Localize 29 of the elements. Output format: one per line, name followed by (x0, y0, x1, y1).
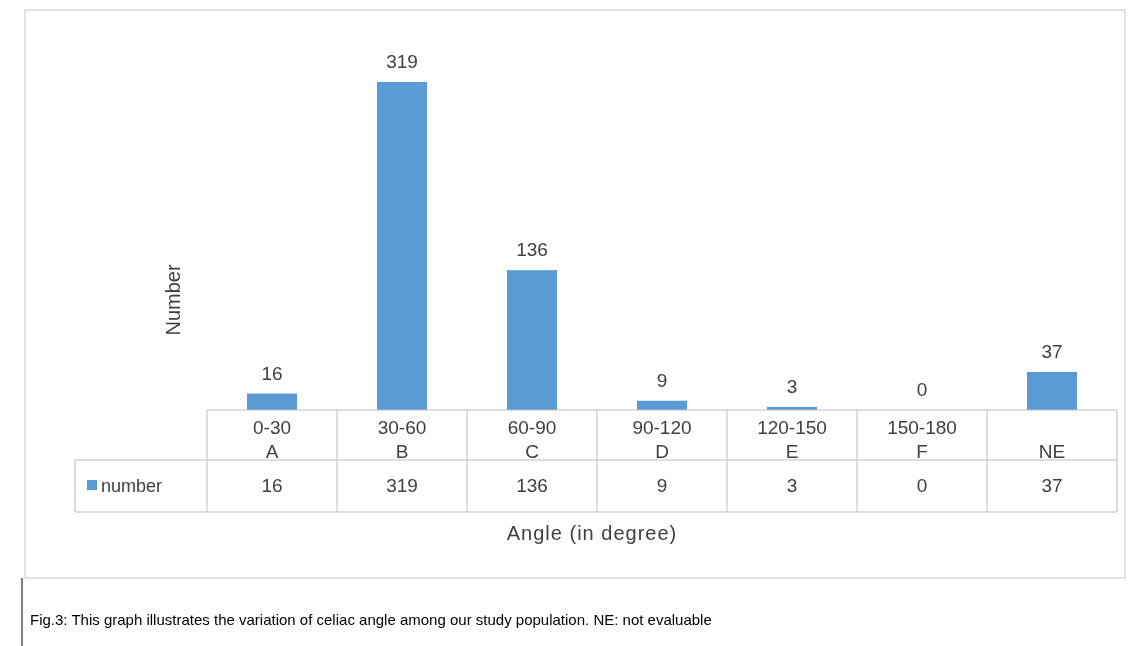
data-label: 0 (916, 379, 928, 400)
x-tick-label: 90-120 D (632, 417, 692, 462)
text: 3 (786, 475, 798, 496)
text: 37 (1041, 475, 1063, 496)
data-label: 136 (516, 239, 548, 261)
caption: Fig.3: This graph illustrates the variation of celiac angle among our study population. NE: not evaluable (30, 611, 712, 628)
bar (377, 82, 427, 410)
text: 136 (516, 475, 548, 496)
x-axis-title: Angle (in degree) (506, 522, 678, 544)
x-tick-label: 150-180 F (887, 417, 957, 462)
text: 16 (261, 475, 283, 496)
bar (507, 270, 557, 410)
bar (1027, 371, 1077, 410)
bar (247, 393, 297, 410)
x-tick-label: NE (1038, 441, 1066, 462)
data-label: 9 (656, 369, 668, 391)
legend-label: number (101, 476, 163, 496)
data-label: 319 (386, 51, 418, 72)
text: 0 (916, 475, 928, 496)
data-label: 37 (1041, 340, 1063, 362)
x-tick-label: 60-90 C (507, 417, 557, 462)
data-label: 16 (261, 362, 283, 384)
text: 9 (656, 475, 668, 496)
y-axis-title: Number (162, 264, 184, 336)
x-tick-label: 120-150 E (757, 417, 827, 462)
data-label: 3 (786, 375, 798, 397)
text: 319 (386, 475, 418, 496)
x-tick-label: 30-60 B (377, 417, 427, 462)
x-tick-label: 0-30 A (252, 417, 292, 462)
